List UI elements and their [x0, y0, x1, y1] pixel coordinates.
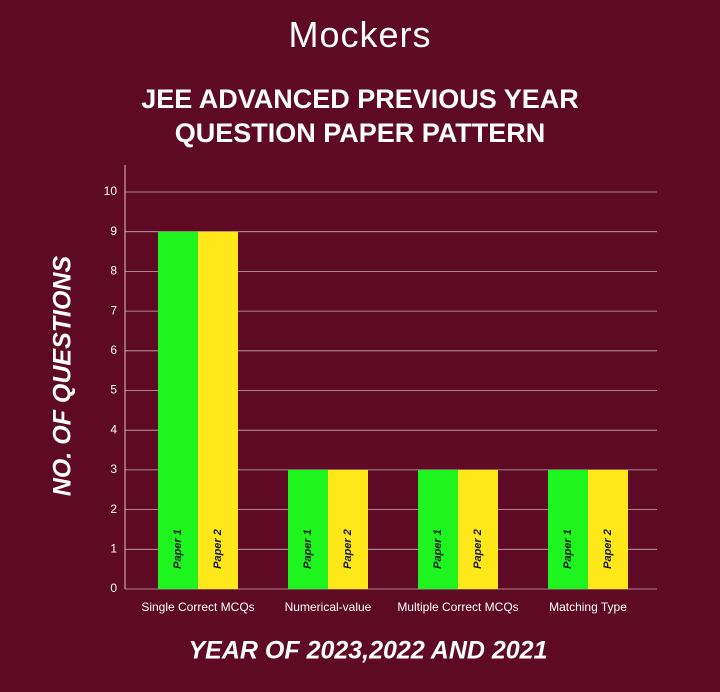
y-tick-label: 1 [110, 541, 117, 555]
bar [198, 231, 238, 589]
bar-label: Paper 2 [602, 529, 614, 569]
bar-label: Paper 1 [172, 529, 184, 569]
bar [328, 469, 368, 589]
bar [418, 469, 458, 589]
bar-label: Paper 1 [432, 529, 444, 569]
bar-label: Paper 2 [472, 529, 484, 569]
x-tick-label: Matching Type [549, 600, 627, 614]
bar [548, 469, 588, 589]
y-tick-label: 4 [110, 422, 117, 436]
brand: Mockers [288, 14, 432, 55]
y-axis-label: NO. OF QUESTIONS [49, 256, 77, 497]
chart-title: JEE ADVANCED PREVIOUS YEAR QUESTION PAPE… [141, 84, 579, 148]
bar [588, 469, 628, 589]
bar [288, 469, 328, 589]
bar-label: Paper 2 [342, 529, 354, 569]
bar-label: Paper 2 [212, 529, 224, 569]
x-tick-label: Single Correct MCQs [141, 600, 254, 614]
y-tick-label: 0 [110, 581, 117, 595]
y-tick-label: 6 [110, 343, 117, 357]
x-tick-label: Numerical-value [285, 600, 372, 614]
x-axis-label: YEAR OF 2023,2022 AND 2021 [189, 637, 548, 665]
y-tick-label: 8 [110, 264, 117, 278]
y-tick-label: 10 [104, 184, 118, 198]
y-tick-label: 7 [110, 303, 117, 317]
y-tick-label: 2 [110, 502, 117, 516]
bar-label: Paper 1 [302, 529, 314, 569]
y-tick-label: 5 [110, 383, 117, 397]
x-tick-label: Multiple Correct MCQs [397, 600, 518, 614]
y-tick-label: 9 [110, 224, 117, 238]
bar [158, 231, 198, 589]
bar [458, 469, 498, 589]
bar-label: Paper 1 [562, 529, 574, 569]
y-tick-label: 3 [110, 462, 117, 476]
